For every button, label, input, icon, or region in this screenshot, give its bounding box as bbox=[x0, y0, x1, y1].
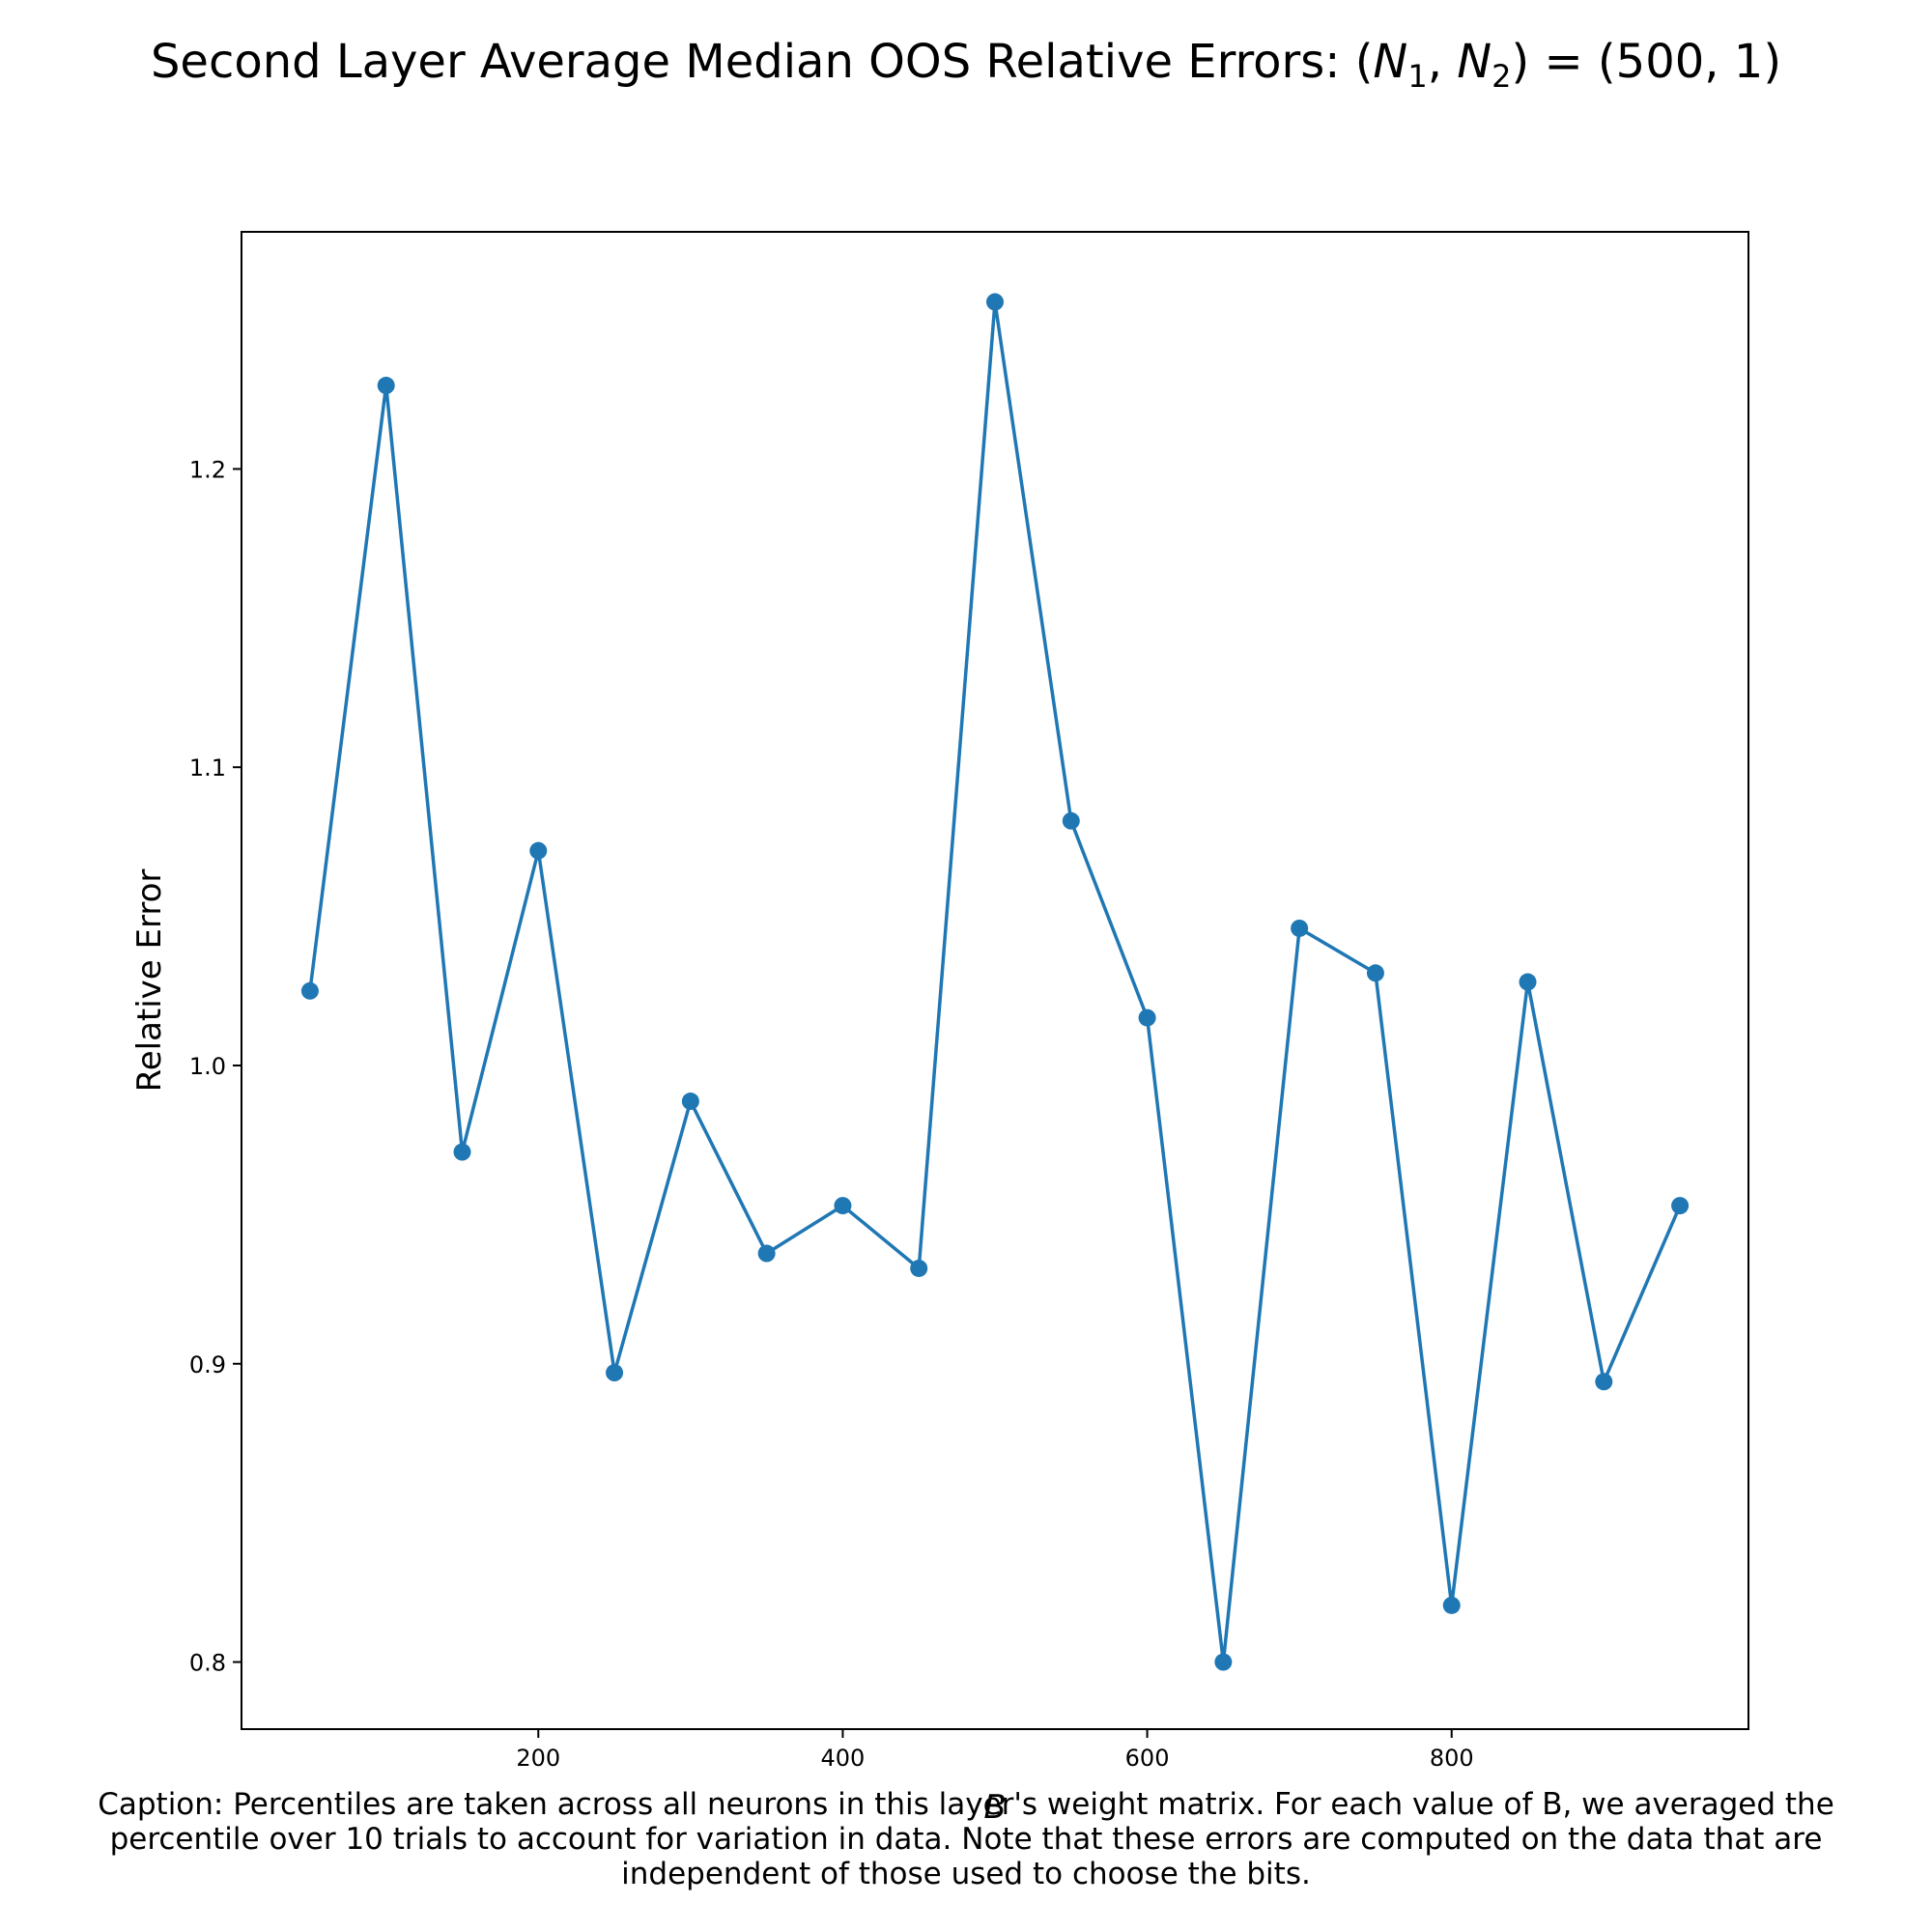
x-axis-label: B bbox=[983, 1788, 1006, 1827]
data-point bbox=[1291, 919, 1309, 937]
figure-caption: Caption: Percentiles are taken across al… bbox=[0, 1787, 1932, 1891]
y-tick-label: 0.9 bbox=[189, 1351, 226, 1378]
data-point bbox=[1214, 1653, 1233, 1671]
data-point bbox=[1671, 1197, 1690, 1215]
y-axis-label: Relative Error bbox=[130, 869, 169, 1093]
x-tick-label: 200 bbox=[516, 1745, 560, 1772]
data-point bbox=[986, 293, 1004, 311]
series-line bbox=[308, 299, 1682, 1664]
chart-title: Second Layer Average Median OOS Relative… bbox=[151, 35, 1781, 95]
data-point bbox=[453, 1143, 471, 1161]
x-axis: 200 400 600 800 bbox=[516, 1729, 1474, 1772]
y-axis: 0.8 0.9 1.0 1.1 1.2 bbox=[189, 456, 242, 1677]
data-point bbox=[529, 841, 548, 860]
data-point bbox=[757, 1244, 776, 1263]
data-point bbox=[834, 1197, 852, 1215]
caption-line: percentile over 10 trials to account for… bbox=[109, 1822, 1823, 1857]
data-point bbox=[910, 1259, 928, 1277]
data-point bbox=[681, 1093, 699, 1111]
data-point bbox=[1366, 964, 1384, 982]
caption-line: Caption: Percentiles are taken across al… bbox=[98, 1787, 1834, 1822]
x-tick-label: 400 bbox=[821, 1745, 866, 1772]
plot-area-frame bbox=[241, 231, 1749, 1730]
y-tick-label: 1.1 bbox=[189, 754, 226, 781]
data-point bbox=[1519, 973, 1537, 991]
y-tick-label: 1.0 bbox=[189, 1053, 226, 1080]
data-point bbox=[300, 981, 319, 1000]
x-tick-label: 600 bbox=[1125, 1745, 1170, 1772]
data-point bbox=[1595, 1373, 1613, 1391]
data-point bbox=[1062, 811, 1080, 830]
y-tick-label: 1.2 bbox=[189, 456, 226, 483]
x-tick-label: 800 bbox=[1430, 1745, 1474, 1772]
data-point bbox=[377, 377, 395, 395]
data-point bbox=[1442, 1596, 1461, 1614]
data-series bbox=[300, 293, 1690, 1671]
y-tick-label: 0.8 bbox=[189, 1650, 226, 1677]
data-point bbox=[606, 1364, 624, 1382]
data-point bbox=[1138, 1009, 1156, 1027]
caption-line: independent of those used to choose the … bbox=[621, 1857, 1311, 1891]
